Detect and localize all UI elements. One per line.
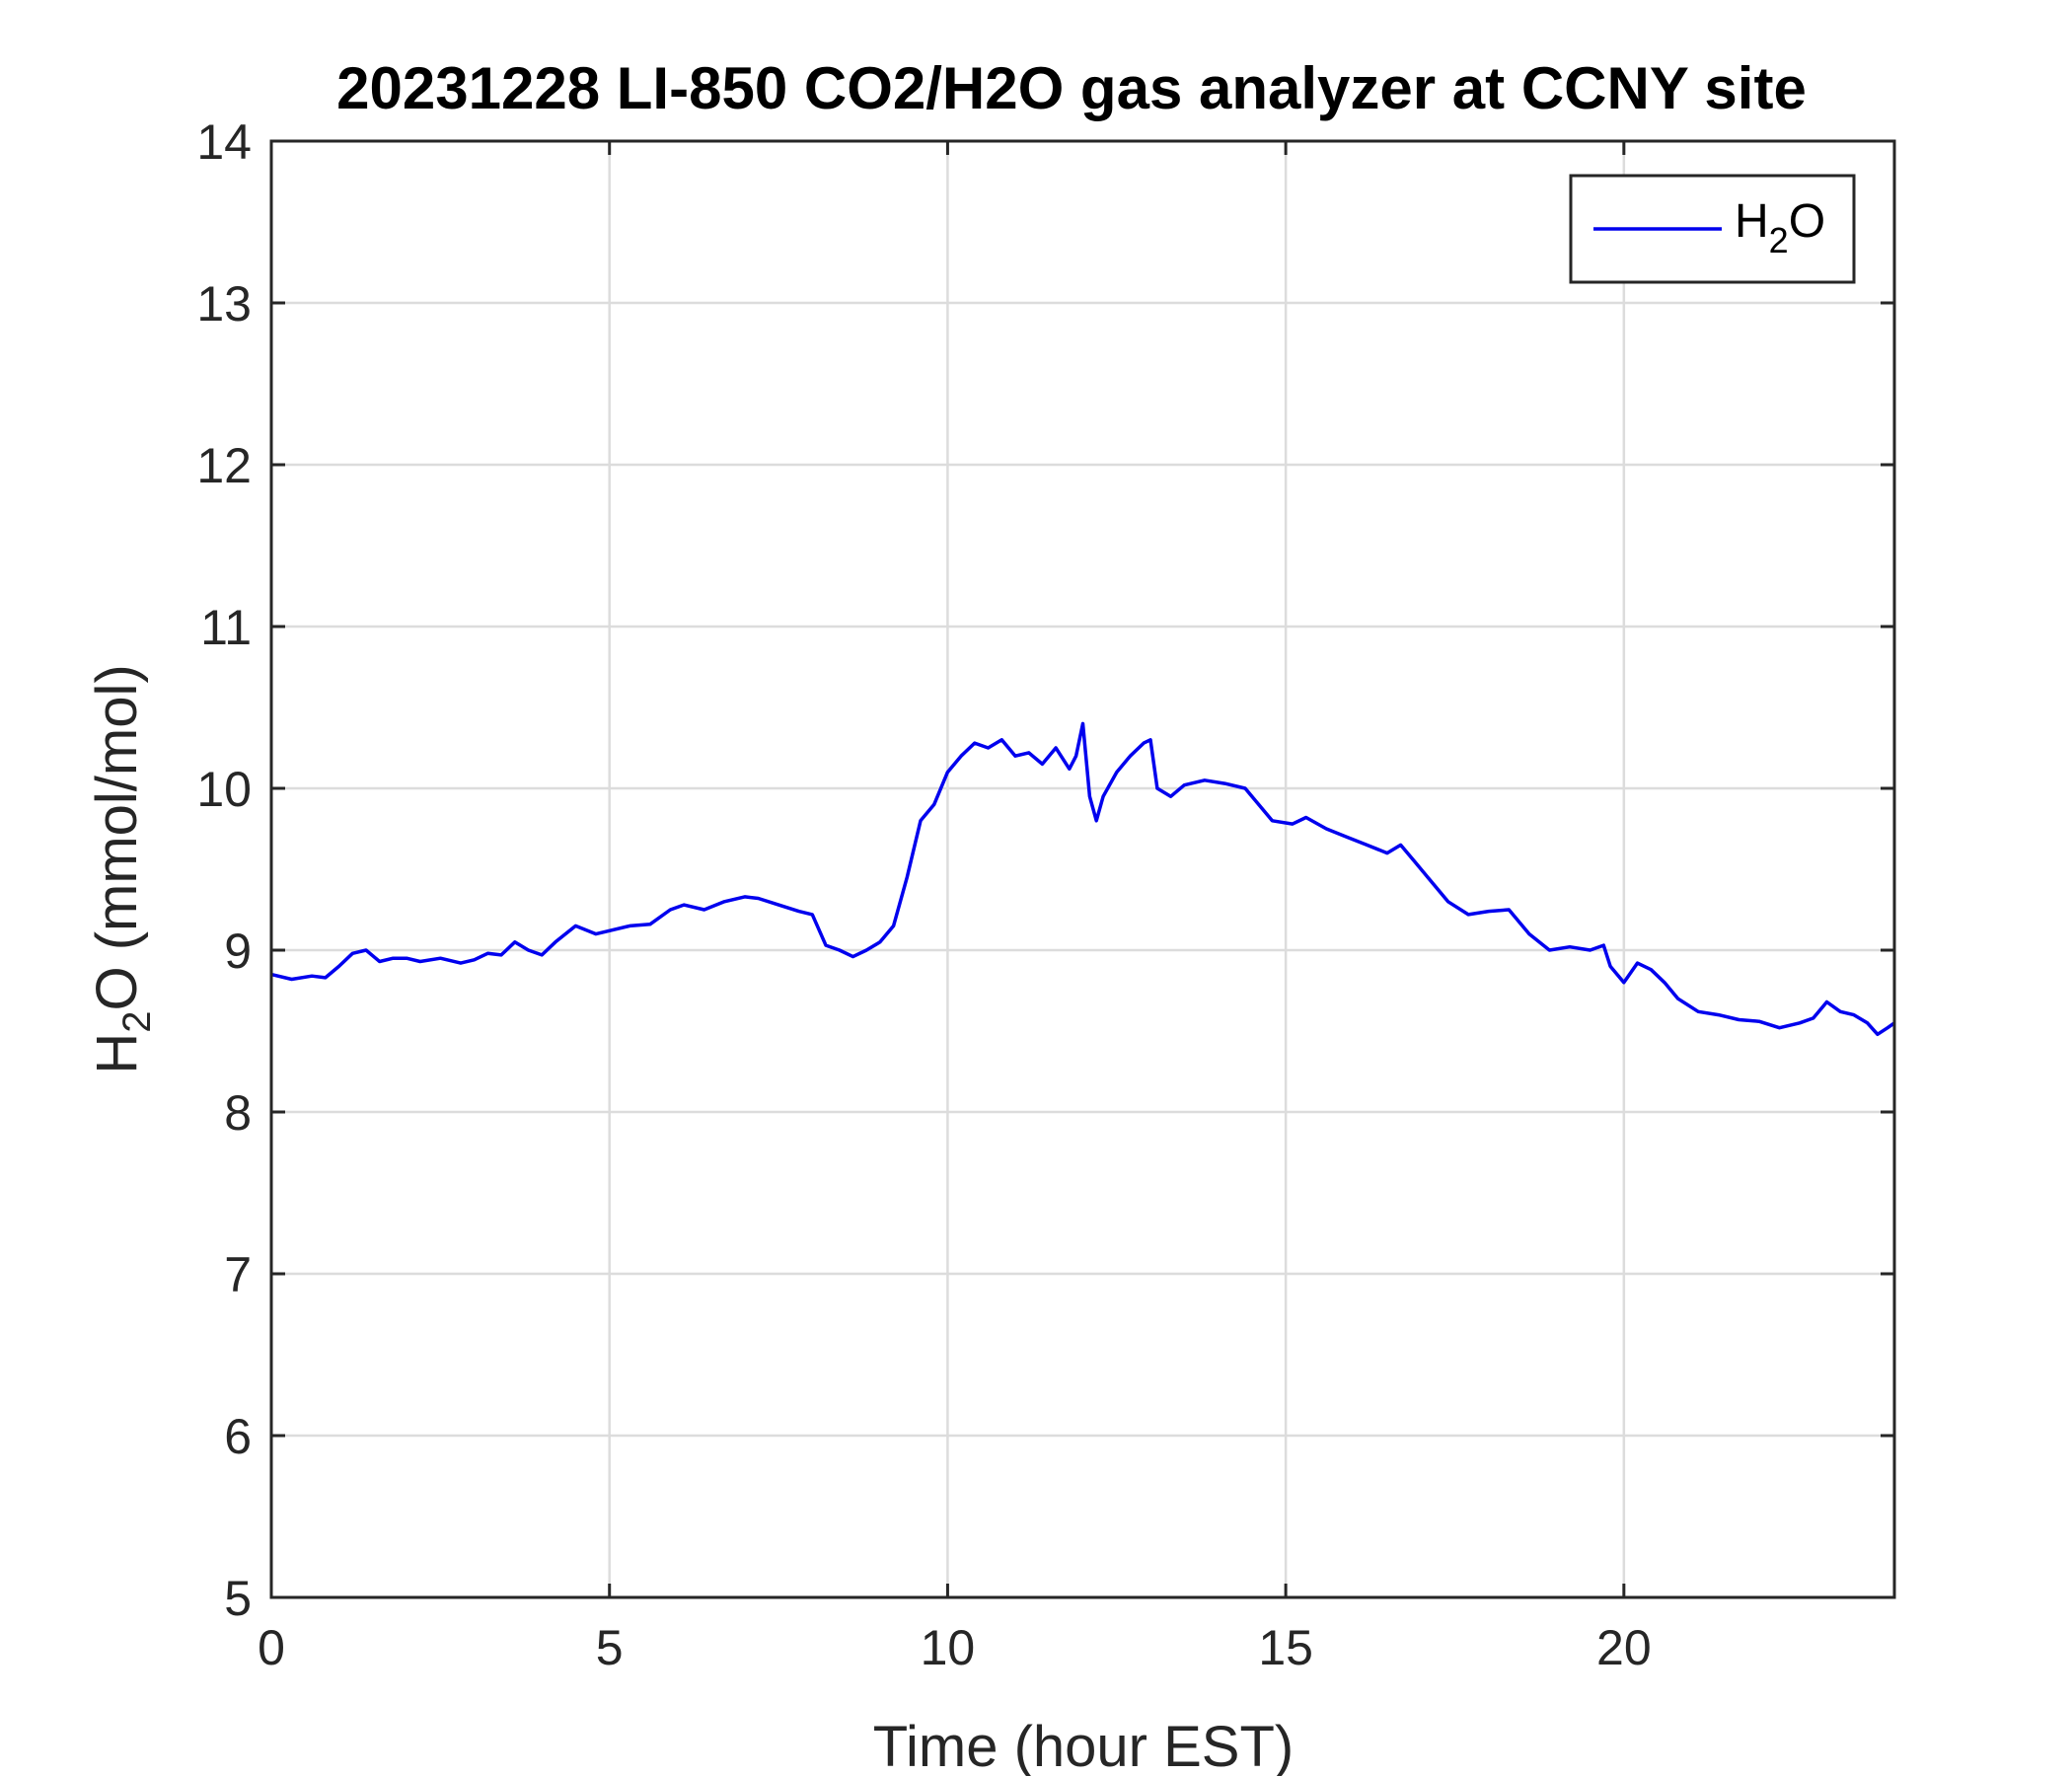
legend-label-rest: O — [1789, 195, 1825, 248]
y-tick-label: 9 — [224, 924, 252, 979]
y-axis-label-rest: O (mmol/mol) — [85, 664, 149, 1010]
y-tick-label: 5 — [224, 1571, 252, 1626]
plot-data — [270, 721, 1896, 1037]
legend: H2O — [1569, 174, 1856, 284]
legend-label-sub: 2 — [1769, 220, 1789, 260]
y-tick-label: 13 — [196, 276, 252, 332]
y-axis-label-main: H — [85, 1033, 149, 1074]
chart-title: 20231228 LI-850 CO2/H2O gas analyzer at … — [336, 55, 1807, 121]
x-tick-label: 0 — [258, 1620, 285, 1675]
legend-label: H2O — [1735, 195, 1825, 260]
y-tick-label: 10 — [196, 762, 252, 817]
y-axis-label-sub: 2 — [115, 1011, 159, 1033]
x-tick-label: 5 — [596, 1620, 624, 1675]
y-tick-label: 14 — [196, 114, 252, 170]
x-tick-label: 20 — [1596, 1620, 1652, 1675]
y-tick-label: 6 — [224, 1409, 252, 1464]
grid-lines — [269, 139, 1894, 1599]
h2o-series-line — [270, 721, 1896, 1037]
y-tick-label: 12 — [196, 438, 252, 493]
plot-box — [269, 139, 1896, 1599]
x-tick-label: 15 — [1258, 1620, 1313, 1675]
x-tick-label: 10 — [921, 1620, 976, 1675]
y-tick-label: 7 — [224, 1247, 252, 1302]
y-tick-label: 8 — [224, 1085, 252, 1141]
x-axis-label: Time (hour EST) — [873, 1715, 1294, 1776]
y-axis-ticks: 5 6 7 8 9 10 11 12 13 14 — [196, 114, 1894, 1626]
x-axis-ticks: 0 5 10 15 20 — [258, 141, 1652, 1675]
y-tick-label: 11 — [200, 600, 252, 655]
legend-label-main: H — [1735, 195, 1769, 248]
y-axis-label: H2O (mmol/mol) — [85, 664, 159, 1073]
